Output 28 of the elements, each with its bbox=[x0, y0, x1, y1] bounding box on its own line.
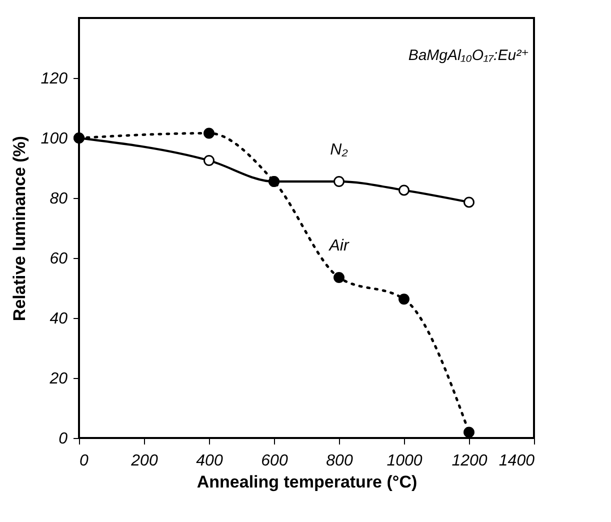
y-tick-label: 0 bbox=[58, 430, 68, 448]
series-label: Air bbox=[328, 238, 350, 254]
y-tick-label: 60 bbox=[50, 250, 68, 268]
series-label: N₂ bbox=[330, 142, 348, 158]
point bbox=[334, 272, 344, 283]
x-tick-label: 1000 bbox=[386, 452, 422, 470]
y-tick-label: 20 bbox=[48, 370, 68, 388]
y-tick-label: 120 bbox=[40, 70, 68, 88]
x-axis-title: Annealing temperature (°C) bbox=[196, 472, 418, 492]
y-tick-label: 100 bbox=[40, 130, 68, 148]
point bbox=[464, 196, 474, 208]
y-tick-label: 80 bbox=[50, 190, 68, 208]
y-tick-label: 40 bbox=[50, 310, 68, 328]
point bbox=[334, 176, 344, 187]
y-axis-title: Relative luminance (%) bbox=[10, 136, 29, 322]
point bbox=[464, 426, 474, 438]
point bbox=[204, 155, 214, 166]
point bbox=[398, 184, 410, 196]
point bbox=[204, 128, 214, 139]
x-tick-label: 1200 bbox=[452, 452, 488, 470]
x-tick-label: 600 bbox=[261, 452, 288, 470]
x-tick-label: 200 bbox=[130, 452, 158, 470]
x-tick-label: 1400 bbox=[498, 452, 535, 470]
point bbox=[398, 294, 410, 305]
x-tick-label: 800 bbox=[326, 452, 353, 470]
x-tick-label: 0 bbox=[80, 452, 88, 470]
x-tick-label: 400 bbox=[196, 452, 223, 470]
annotation: BaMgAl₁₀O₁₇:Eu²⁺ bbox=[408, 47, 529, 64]
